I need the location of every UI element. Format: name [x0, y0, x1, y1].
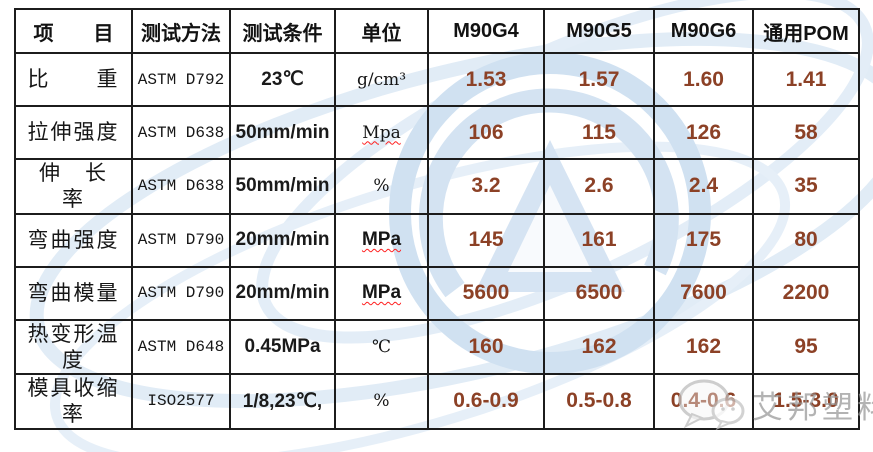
cell-value: 115	[543, 105, 655, 160]
column-header-6: M90G6	[653, 8, 754, 54]
cell-value: 126	[653, 105, 754, 160]
unit-text: MPa	[361, 229, 402, 250]
cell-value: 2.4	[653, 158, 754, 215]
cell-value: 106	[427, 105, 545, 160]
cell-test-method: ISO2577	[131, 373, 231, 430]
cell-value: 1.53	[427, 52, 545, 107]
cell-item: 弯曲模量	[14, 265, 133, 321]
cell-value: 0.6-0.9	[427, 373, 545, 430]
cell-value: 1.41	[752, 52, 860, 107]
cell-test-method: ASTM D648	[131, 318, 231, 375]
cell-test-condition: 50mm/min	[229, 105, 336, 160]
cell-test-method: ASTM D790	[131, 265, 231, 321]
cell-value: 1.5-3.0	[752, 373, 860, 430]
table-row: 比 重 ASTM D792 23℃ g/cm³ 1.53 1.57 1.60 1.41	[14, 52, 860, 107]
table-row: 拉伸强度 ASTM D638 50mm/min Mpa 106 115 126 58	[14, 105, 860, 160]
table-row: 弯曲强度 ASTM D790 20mm/min MPa 145 161 175 80	[14, 212, 860, 268]
unit-text: MPa	[361, 282, 402, 303]
cell-test-method: ASTM D790	[131, 212, 231, 268]
cell-value: 5600	[427, 265, 545, 321]
column-header-0: 项 目	[14, 8, 133, 54]
cell-value: 95	[752, 318, 860, 375]
cell-test-condition: 50mm/min	[229, 158, 336, 215]
cell-item: 拉伸强度	[14, 105, 133, 160]
cell-unit: MPa	[334, 265, 429, 321]
cell-unit: ℃	[334, 318, 429, 375]
cell-value: 161	[543, 212, 655, 268]
cell-test-method: ASTM D792	[131, 52, 231, 107]
unit-text: ℃	[371, 336, 392, 357]
cell-test-condition: 20mm/min	[229, 265, 336, 321]
column-header-4: M90G4	[427, 8, 545, 54]
cell-value: 162	[543, 318, 655, 375]
cell-value: 1.60	[653, 52, 754, 107]
cell-test-condition: 1/8,23℃,	[229, 373, 336, 430]
unit-text: %	[373, 176, 390, 197]
cell-value: 0.5-0.8	[543, 373, 655, 430]
cell-value: 6500	[543, 265, 655, 321]
table-header-row: 项 目测试方法 测试条件 单位 M90G4 M90G5 M90G6 通用POM	[14, 8, 860, 54]
cell-value: 175	[653, 212, 754, 268]
table-row: 弯曲模量 ASTM D790 20mm/min MPa 5600 6500 7600 2200	[14, 265, 860, 321]
cell-test-condition: 20mm/min	[229, 212, 336, 268]
cell-value: 1.57	[543, 52, 655, 107]
table-row: 伸 长 率 ASTM D638 50mm/min% 3.2 2.6 2.4 35	[14, 158, 860, 215]
cell-value: 35	[752, 158, 860, 215]
unit-text: Mpa	[362, 122, 401, 143]
cell-test-condition: 23℃	[229, 52, 336, 107]
cell-item: 弯曲强度	[14, 212, 133, 268]
cell-test-condition: 0.45MPa	[229, 318, 336, 375]
column-header-3: 单位	[334, 8, 429, 54]
column-header-1: 测试方法	[131, 8, 231, 54]
unit-text: %	[373, 391, 390, 412]
cell-value: 160	[427, 318, 545, 375]
cell-unit: Mpa	[334, 105, 429, 160]
cell-value: 7600	[653, 265, 754, 321]
table-row: 热变形温度 ASTM D648 0.45MPa ℃ 160 162 162 95	[14, 318, 860, 375]
cell-value: 162	[653, 318, 754, 375]
column-header-7: 通用POM	[752, 8, 860, 54]
cell-value: 2200	[752, 265, 860, 321]
cell-unit: %	[334, 158, 429, 215]
cell-unit: %	[334, 373, 429, 430]
cell-value: 0.4-0.6	[653, 373, 754, 430]
cell-unit: g/cm³	[334, 52, 429, 107]
column-header-2: 测试条件	[229, 8, 336, 54]
cell-item: 热变形温度	[14, 318, 133, 375]
cell-item: 模具收缩率	[14, 373, 133, 430]
material-properties-table: 项 目测试方法 测试条件 单位 M90G4 M90G5 M90G6 通用POM 比 重 AST…	[14, 8, 860, 430]
cell-test-method: ASTM D638	[131, 158, 231, 215]
unit-text: g/cm³	[356, 69, 407, 90]
table-row: 模具收缩率 ISO2577 1/8,23℃,% 0.6-0.9 0.5-0.8 0.4-0…	[14, 373, 860, 430]
cell-item: 比 重	[14, 52, 133, 107]
cell-unit: MPa	[334, 212, 429, 268]
column-header-5: M90G5	[543, 8, 655, 54]
cell-value: 145	[427, 212, 545, 268]
cell-value: 2.6	[543, 158, 655, 215]
cell-test-method: ASTM D638	[131, 105, 231, 160]
cell-item: 伸 长 率	[14, 158, 133, 215]
cell-value: 58	[752, 105, 860, 160]
cell-value: 80	[752, 212, 860, 268]
cell-value: 3.2	[427, 158, 545, 215]
